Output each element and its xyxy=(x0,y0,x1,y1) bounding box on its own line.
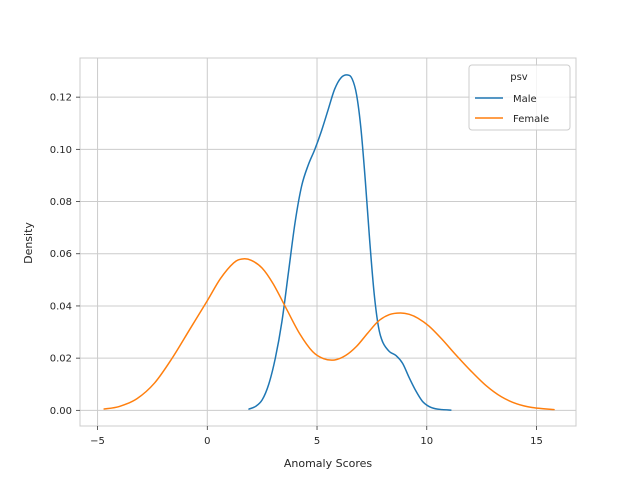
x-axis: −5 0 5 10 15 xyxy=(90,426,543,447)
series-layer xyxy=(103,74,555,411)
x-tick-label: 0 xyxy=(204,436,210,447)
y-axis-title: Density xyxy=(22,222,35,264)
y-tick-label: 0.02 xyxy=(50,354,72,365)
legend-label-female: Female xyxy=(513,114,549,125)
grid xyxy=(80,58,576,426)
legend: psv Male Female xyxy=(468,64,571,131)
x-tick-label: −5 xyxy=(90,436,105,447)
y-axis: 0.00 0.02 0.04 0.06 0.08 0.10 0.12 xyxy=(50,93,80,417)
legend-box xyxy=(468,64,571,131)
y-tick-label: 0.04 xyxy=(50,301,72,312)
x-tick-label: 10 xyxy=(420,436,433,447)
y-tick-label: 0.06 xyxy=(50,249,72,260)
series-line-male xyxy=(248,74,452,411)
legend-title: psv xyxy=(510,72,528,83)
y-tick-label: 0.08 xyxy=(50,197,72,208)
legend-label-male: Male xyxy=(513,94,537,105)
x-axis-title: Anomaly Scores xyxy=(284,457,373,470)
y-tick-label: 0.00 xyxy=(50,406,72,417)
y-tick-label: 0.12 xyxy=(50,93,72,104)
x-tick-label: 5 xyxy=(314,436,320,447)
y-tick-label: 0.10 xyxy=(50,145,72,156)
x-tick-label: 15 xyxy=(530,436,543,447)
series-line-female xyxy=(103,258,555,411)
